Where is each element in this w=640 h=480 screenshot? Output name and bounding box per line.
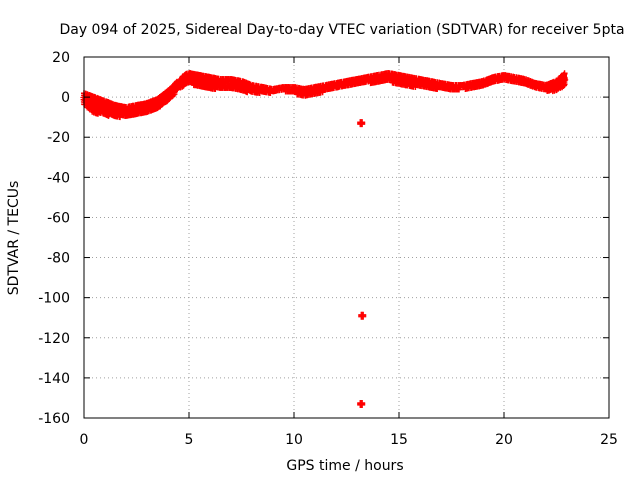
y-tick-labels: 20 0 -20 -40 -60 -80 -100 -120 -140 -160 [38, 50, 70, 427]
x-tick-label: 20 [495, 432, 513, 448]
plot-frame [83, 56, 610, 419]
data-point [561, 81, 568, 88]
y-tick-label: -20 [47, 130, 70, 146]
x-tick-label: 10 [285, 432, 303, 448]
y-tick-label: -100 [38, 291, 70, 307]
outlier-point [358, 311, 367, 320]
x-tick-label: 15 [390, 432, 408, 448]
outlier-point [358, 311, 367, 320]
y-tick-label: -160 [38, 411, 70, 427]
x-tick-labels: 0 5 10 15 20 25 [80, 432, 618, 448]
y-axis-label: SDTVAR / TECUs [6, 181, 22, 296]
x-tick-label: 0 [80, 432, 89, 448]
x-axis-label: GPS time / hours [286, 458, 403, 474]
grid-lines [84, 57, 609, 418]
y-tick-label: -120 [38, 331, 70, 347]
data-points [80, 70, 569, 408]
outlier-point [357, 119, 366, 128]
outlier-point [357, 399, 366, 408]
y-tick-label: -40 [47, 170, 70, 186]
x-tick-label: 25 [600, 432, 618, 448]
chart-title: Day 094 of 2025, Sidereal Day-to-day VTE… [59, 22, 624, 38]
outlier-point [357, 119, 366, 128]
y-tick-label: -80 [47, 251, 70, 267]
axis-ticks [83, 56, 610, 419]
outlier-point [357, 399, 366, 408]
y-tick-label: 0 [61, 90, 70, 106]
y-tick-label: -140 [38, 371, 70, 387]
x-tick-label: 5 [185, 432, 194, 448]
y-tick-label: -60 [47, 210, 70, 226]
y-tick-label: 20 [52, 50, 70, 66]
